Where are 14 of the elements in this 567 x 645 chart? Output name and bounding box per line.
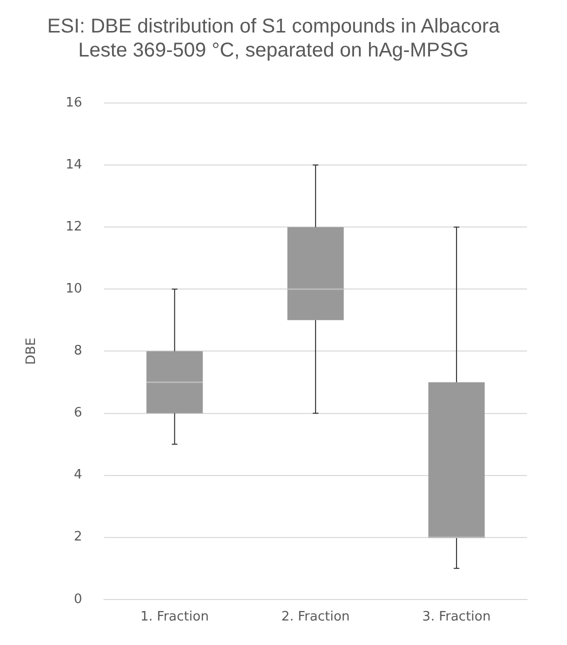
y-tick-label: 8 [74,344,82,359]
y-tick-label: 14 [66,157,82,172]
y-tick-label: 2 [74,530,82,545]
y-tick-label: 6 [74,406,82,421]
x-tick-label: 3. Fraction [422,610,491,625]
x-tick-label: 2. Fraction [281,610,350,625]
chart-title: ESI: DBE distribution of S1 compounds in Albacora Leste 369-509 °C, separated on hAg-MPSG [47,16,501,62]
y-tick-label: 0 [74,592,82,607]
y-tick-label: 10 [66,282,82,297]
y-tick-label: 12 [66,219,82,234]
y-tick-label: 16 [66,95,82,110]
x-tick-label: 1. Fraction [140,610,209,625]
y-axis-title: DBE [24,338,40,365]
y-tick-label: 4 [74,468,82,483]
